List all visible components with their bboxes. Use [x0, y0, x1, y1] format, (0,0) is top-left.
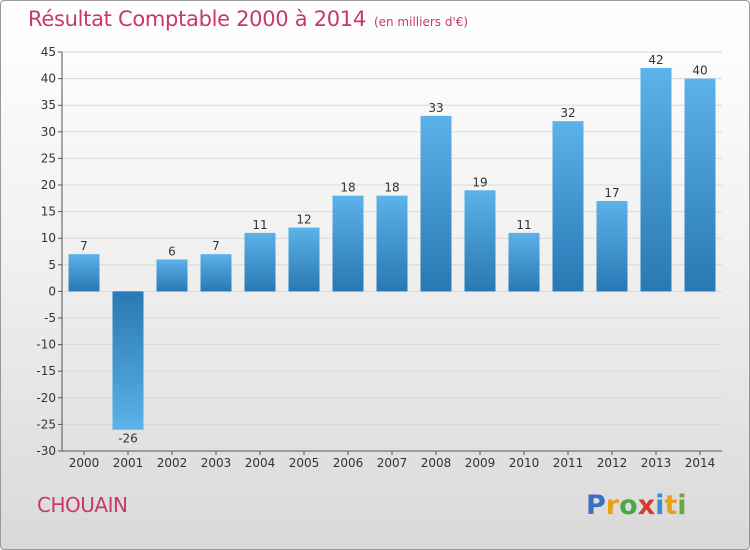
value-label: 11 [252, 218, 267, 232]
x-tick-label: 2008 [421, 456, 452, 470]
y-tick-label: 15 [41, 205, 56, 219]
value-label: 32 [560, 106, 575, 120]
logo-letter: P [586, 490, 606, 521]
logo-letter: t [664, 490, 678, 521]
value-label: 7 [80, 239, 88, 253]
bar-2008 [420, 115, 452, 292]
x-tick-label: 2010 [509, 456, 540, 470]
bar-2002 [156, 259, 188, 292]
bar-2010 [508, 232, 540, 292]
y-tick-label: 5 [48, 258, 56, 272]
bar-2007 [376, 195, 408, 292]
y-tick-label: 25 [41, 151, 56, 165]
value-label: 12 [296, 213, 311, 227]
x-tick-label: 2001 [113, 456, 144, 470]
y-tick-label: 30 [41, 125, 56, 139]
bar-2012 [596, 200, 628, 292]
logo-letter: x [637, 490, 656, 521]
y-tick-label: -5 [44, 311, 56, 325]
bar-2014 [684, 78, 716, 292]
logo-letter: i [677, 490, 687, 521]
bar-2000 [68, 254, 100, 292]
value-label: 7 [212, 239, 220, 253]
y-tick-label: 35 [41, 98, 56, 112]
x-tick-label: 2014 [685, 456, 716, 470]
bar-2005 [288, 227, 320, 292]
proxiti-logo: Proxiti [586, 490, 687, 521]
y-tick-label: -10 [36, 338, 56, 352]
bar-2006 [332, 195, 364, 292]
bars [68, 67, 716, 430]
chart-title: Résultat Comptable 2000 à 2014 [28, 7, 366, 31]
value-label: 17 [604, 186, 619, 200]
value-label: 18 [340, 181, 355, 195]
value-label: 18 [384, 181, 399, 195]
bar-2011 [552, 121, 584, 292]
value-label: 6 [168, 244, 176, 258]
value-label: 33 [428, 101, 443, 115]
x-tick-label: 2009 [465, 456, 496, 470]
x-tick-label: 2005 [289, 456, 320, 470]
bar-2001 [112, 291, 144, 430]
x-tick-label: 2012 [597, 456, 628, 470]
value-label: 19 [472, 175, 487, 189]
bar-2004 [244, 232, 276, 292]
value-label: 11 [516, 218, 531, 232]
logo-letter: i [655, 490, 665, 521]
y-tick-label: 10 [41, 231, 56, 245]
x-tick-label: 2002 [157, 456, 188, 470]
bar-2009 [464, 190, 496, 292]
y-tick-label: -25 [36, 417, 56, 431]
y-tick-label: 45 [41, 45, 56, 59]
value-label: 42 [648, 53, 663, 67]
y-tick-label: 20 [41, 178, 56, 192]
x-tick-label: 2003 [201, 456, 232, 470]
value-label: -26 [118, 432, 138, 446]
x-tick-label: 2011 [553, 456, 584, 470]
commune-name: CHOUAIN [37, 493, 128, 517]
value-label: 40 [692, 64, 707, 78]
logo-letter: o [619, 490, 638, 521]
bar-2003 [200, 254, 232, 292]
x-tick-label: 2006 [333, 456, 364, 470]
axes [58, 51, 722, 455]
chart-subtitle: (en milliers d'€) [373, 15, 469, 29]
y-tick-label: -30 [36, 444, 56, 458]
x-tick-label: 2013 [641, 456, 672, 470]
logo-letter: r [605, 490, 620, 521]
chart-header: Résultat Comptable 2000 à 2014 (en millie… [28, 7, 468, 31]
bar-2013 [640, 67, 672, 292]
labels: 45 40 35 30 25 20 15 10 5 0 -5 -10 -15 -20 -25 -30 7 2000… [36, 45, 715, 470]
x-tick-label: 2007 [377, 456, 408, 470]
y-tick-label: 0 [48, 284, 56, 298]
y-tick-label: 40 [41, 72, 56, 86]
x-tick-label: 2004 [245, 456, 276, 470]
y-tick-label: -15 [36, 364, 56, 378]
x-tick-label: 2000 [69, 456, 100, 470]
y-tick-label: -20 [36, 391, 56, 405]
